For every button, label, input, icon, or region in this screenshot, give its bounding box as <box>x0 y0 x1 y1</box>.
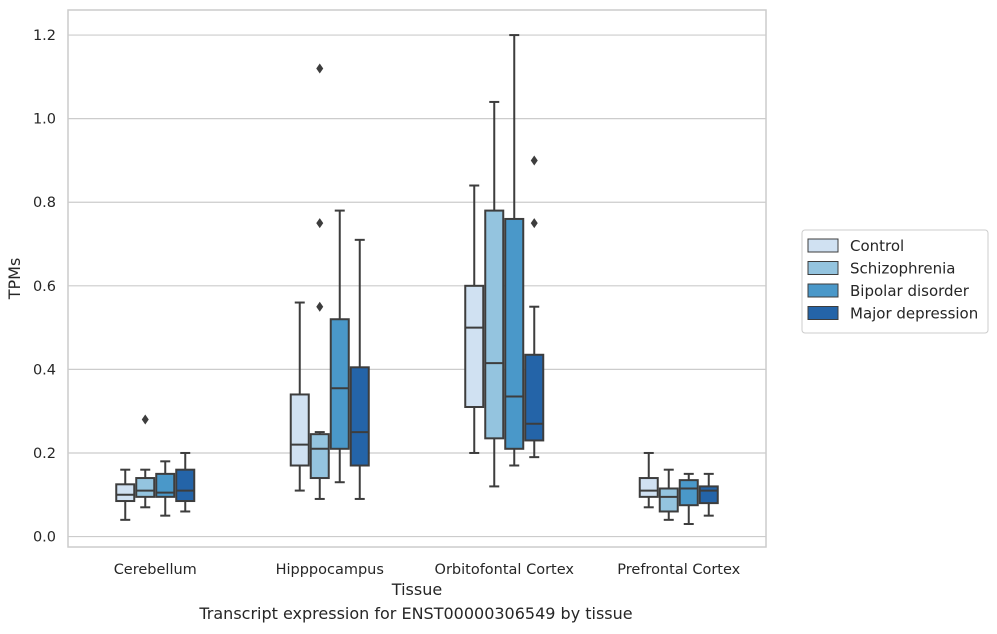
legend-swatch <box>807 283 839 298</box>
box-control <box>115 468 136 521</box>
box-major-depression <box>349 238 370 500</box>
y-tick-label: 0.6 <box>33 279 56 295</box>
outlier-point <box>316 63 324 74</box>
box-major-depression <box>175 451 196 513</box>
figure-caption: Transcript expression for ENST0000030654… <box>199 604 633 623</box>
box-bipolar-disorder <box>678 472 699 526</box>
box-body <box>638 477 659 498</box>
box-major-depression <box>698 472 719 517</box>
legend-swatch <box>807 261 839 275</box>
x-tick-label: Prefrontal Cortex <box>617 562 740 578</box>
outlier-point <box>316 301 324 312</box>
legend-swatch <box>807 238 839 253</box>
y-axis-label: TPMs <box>5 258 24 301</box>
x-tick-label: Cerebellum <box>114 562 197 578</box>
box-body <box>329 318 350 450</box>
box-body <box>175 468 196 503</box>
box-bipolar-disorder <box>155 460 176 517</box>
box-schizophrenia <box>484 100 505 488</box>
box-schizophrenia <box>135 414 156 509</box>
box-major-depression <box>524 155 545 459</box>
box-body <box>155 472 176 498</box>
box-bipolar-disorder <box>329 209 350 484</box>
box-body <box>135 477 156 498</box>
legend: Control Schizophrenia Bipolar disorder Majo… <box>801 229 989 334</box>
x-tick-label: Orbitofontal Cortex <box>435 562 575 578</box>
plot-frame <box>67 9 767 548</box>
y-tick-label: 1.0 <box>33 112 56 128</box>
box-body <box>658 487 679 513</box>
box-body <box>678 479 699 507</box>
legend-label: Schizophrenia <box>850 260 955 278</box>
box-body <box>524 353 545 442</box>
legend-frame <box>801 229 989 334</box>
legend-item: Control <box>807 237 904 255</box>
x-tick-labels: Cerebellum Hipppocampus Orbitofontal Corte… <box>114 562 741 578</box>
y-tick-label: 1.2 <box>33 28 56 44</box>
legend-label: Bipolar disorder <box>850 282 970 300</box>
grid-lines <box>68 34 766 538</box>
outlier-point <box>530 155 538 166</box>
y-tick-label: 0.0 <box>33 530 56 546</box>
box-plots <box>115 34 719 526</box>
outlier-point <box>530 218 538 229</box>
outlier-point <box>141 414 149 425</box>
y-tick-label: 0.8 <box>33 195 56 211</box>
box-schizophrenia <box>309 63 330 500</box>
box-body <box>289 393 310 467</box>
box-schizophrenia <box>658 468 679 521</box>
legend-item: Major depression <box>807 305 978 323</box>
box-body <box>464 284 485 409</box>
box-body <box>309 433 330 480</box>
box-bipolar-disorder <box>504 34 525 467</box>
box-body <box>504 217 525 450</box>
box-control <box>289 301 310 492</box>
legend-label: Major depression <box>850 305 978 323</box>
box-control <box>464 184 485 454</box>
x-tick-label: Hipppocampus <box>276 562 384 578</box>
y-tick-label: 0.2 <box>33 446 56 462</box>
box-control <box>638 451 659 509</box>
legend-item: Schizophrenia <box>807 260 955 278</box>
box-body <box>115 483 136 503</box>
box-body <box>698 485 719 505</box>
legend-swatch <box>807 306 839 320</box>
y-tick-labels: 0.0 0.2 0.4 0.6 0.8 1.0 1.2 <box>33 28 56 545</box>
box-body <box>484 209 505 440</box>
x-axis-label: Tissue <box>391 580 442 599</box>
y-tick-label: 0.4 <box>33 362 56 378</box>
outlier-point <box>316 218 324 229</box>
legend-label: Control <box>850 237 904 255</box>
box-body <box>349 366 370 467</box>
boxplot-chart: 0.0 0.2 0.4 0.6 0.8 1.0 1.2 Cerebellum Hipppoca… <box>5 9 989 599</box>
legend-item: Bipolar disorder <box>807 282 970 300</box>
